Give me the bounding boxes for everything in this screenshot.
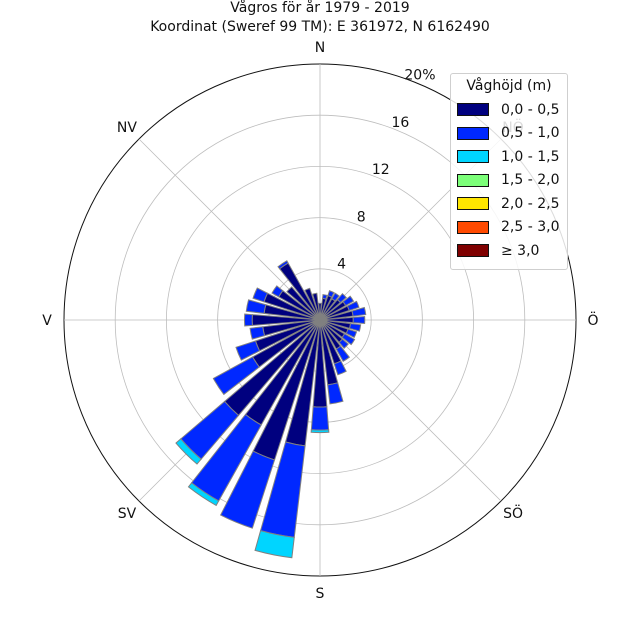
legend-swatch xyxy=(457,103,489,117)
sector-bar xyxy=(212,356,260,396)
legend-swatch xyxy=(457,126,489,140)
legend-title: Våghöjd (m) xyxy=(466,78,552,94)
direction-label: N xyxy=(315,40,325,56)
legend-label: ≥ 3,0 xyxy=(501,242,540,259)
radial-tick-label: 8 xyxy=(357,209,366,225)
sector-bar xyxy=(277,260,289,270)
sector-bar xyxy=(333,360,347,376)
sector-bar xyxy=(254,530,295,559)
sector-bar xyxy=(331,292,340,302)
sector-bar xyxy=(327,290,335,298)
sector-bar xyxy=(327,382,344,405)
direction-label: SÖ xyxy=(503,504,523,522)
sector-bar xyxy=(351,306,367,317)
radial-tick-label: 12 xyxy=(372,162,390,178)
legend: Våghöjd (m) 0,0 - 0,5 0,5 - 1,0 1,0 - 1,5 1… xyxy=(450,73,568,270)
sector-bar xyxy=(335,345,351,363)
legend-swatch xyxy=(457,150,489,164)
legend-entry: 1,5 - 2,0 xyxy=(457,169,561,193)
sector-bar xyxy=(310,406,330,431)
sector-bars xyxy=(175,260,367,559)
sector-bar xyxy=(310,429,330,434)
legend-label: 2,0 - 2,5 xyxy=(501,195,560,212)
sector-bar xyxy=(235,340,261,361)
legend-entry: 2,5 - 3,0 xyxy=(457,216,561,240)
sector-bar xyxy=(243,313,253,327)
legend-label: 0,5 - 1,0 xyxy=(501,125,560,142)
legend-swatch xyxy=(457,244,489,258)
sector-bar xyxy=(352,315,366,325)
sector-bar xyxy=(312,292,321,321)
legend-entry: 1,0 - 1,5 xyxy=(457,145,561,169)
legend-label: 2,5 - 3,0 xyxy=(501,219,560,236)
legend-swatch xyxy=(457,220,489,234)
legend-entry: 0,5 - 1,0 xyxy=(457,122,561,146)
sector-bar xyxy=(336,293,347,304)
direction-label: Ö xyxy=(587,311,598,329)
direction-label: SV xyxy=(118,506,137,522)
radial-tick-label: 16 xyxy=(391,115,409,131)
legend-label: 0,0 - 0,5 xyxy=(501,101,560,118)
direction-label: V xyxy=(42,313,52,329)
chart-title: Vågros för år 1979 - 2019 xyxy=(230,0,410,16)
direction-label: NV xyxy=(117,120,137,136)
sector-bar xyxy=(249,326,266,340)
sector-bar xyxy=(219,450,276,529)
radial-tick-labels: 4 8 12 16 20% xyxy=(337,67,435,272)
radial-tick-label: 20% xyxy=(404,67,435,83)
grid-spoke xyxy=(319,319,502,502)
legend-label: 1,5 - 2,0 xyxy=(501,172,560,189)
legend-swatch xyxy=(457,197,489,211)
sector-bar xyxy=(346,300,360,312)
sector-bar xyxy=(245,299,267,314)
legend-entry: 2,0 - 2,5 xyxy=(457,192,561,216)
sector-bar xyxy=(318,302,322,321)
sector-bar xyxy=(345,328,358,339)
sector-bar xyxy=(342,295,355,307)
sector-bar xyxy=(187,482,220,507)
legend-swatch xyxy=(457,173,489,187)
radial-tick-label: 4 xyxy=(337,257,346,273)
sector-bar xyxy=(338,338,349,349)
sector-bar xyxy=(322,294,328,300)
legend-entry: ≥ 3,0 xyxy=(457,239,561,263)
legend-label: 1,0 - 1,5 xyxy=(501,148,560,165)
sector-bar xyxy=(175,438,202,465)
sector-bar xyxy=(271,285,284,298)
chart-subtitle: Koordinat (Sweref 99 TM): E 361972, N 61… xyxy=(150,19,490,35)
legend-entry: 0,0 - 0,5 xyxy=(457,98,561,122)
sector-bar xyxy=(348,323,362,332)
sector-bar xyxy=(286,286,321,321)
direction-label: S xyxy=(316,586,325,602)
sector-bar xyxy=(252,287,269,303)
sector-bar xyxy=(341,333,356,346)
sector-bar xyxy=(304,287,321,321)
